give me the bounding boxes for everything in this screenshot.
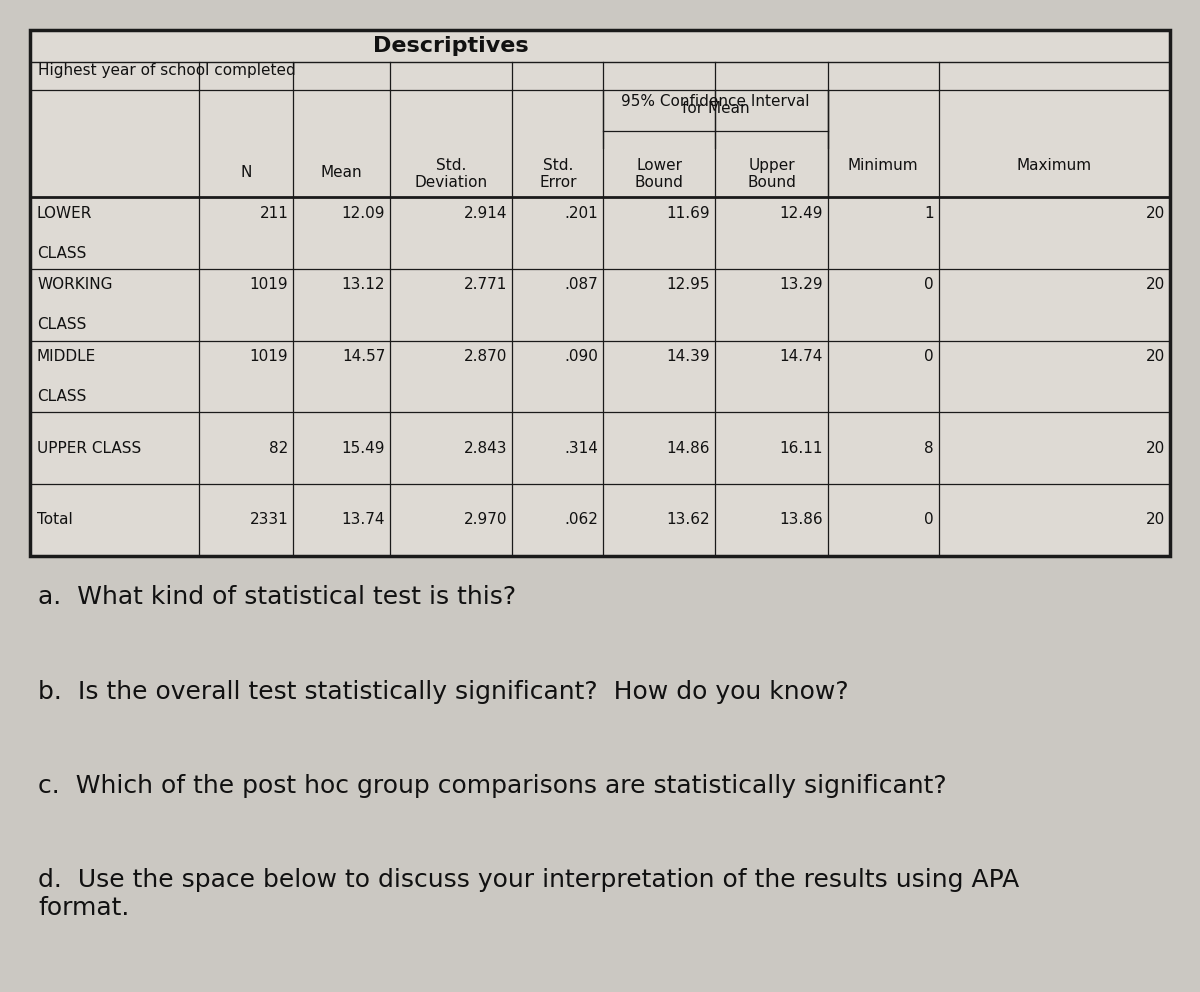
Text: Mean: Mean [320,165,362,180]
Text: for Mean: for Mean [682,101,750,116]
Text: CLASS: CLASS [37,246,86,261]
Text: d.  Use the space below to discuss your interpretation of the results using APA
: d. Use the space below to discuss your i… [38,868,1019,920]
Text: CLASS: CLASS [37,317,86,332]
Text: 13.29: 13.29 [779,278,823,293]
Text: a.  What kind of statistical test is this?: a. What kind of statistical test is this… [38,585,516,609]
Text: c.  Which of the post hoc group comparisons are statistically significant?: c. Which of the post hoc group compariso… [38,774,947,798]
Text: 0: 0 [924,278,934,293]
Text: Total: Total [37,512,73,527]
Text: 2.970: 2.970 [463,512,508,527]
Text: .087: .087 [565,278,599,293]
Text: 1019: 1019 [250,278,288,293]
Text: Descriptives: Descriptives [373,36,529,57]
Text: CLASS: CLASS [37,389,86,404]
Text: 14.86: 14.86 [667,440,710,455]
Text: 2.771: 2.771 [464,278,508,293]
Text: .062: .062 [564,512,599,527]
Text: .314: .314 [564,440,599,455]
Text: 1019: 1019 [250,349,288,364]
Text: 13.74: 13.74 [342,512,385,527]
Text: LOWER: LOWER [37,205,92,221]
Text: Bound: Bound [635,175,684,190]
Text: 11.69: 11.69 [666,205,710,221]
Text: N: N [240,165,252,180]
Text: 20: 20 [1146,349,1165,364]
Text: Error: Error [539,175,576,190]
Text: 20: 20 [1146,440,1165,455]
Text: 2.870: 2.870 [464,349,508,364]
Text: .201: .201 [565,205,599,221]
Text: .090: .090 [564,349,599,364]
Text: Upper: Upper [749,158,794,173]
Text: 82: 82 [269,440,288,455]
Text: Highest year of school completed: Highest year of school completed [38,63,295,78]
Text: 15.49: 15.49 [342,440,385,455]
Text: 12.95: 12.95 [667,278,710,293]
Text: Std.: Std. [542,158,574,173]
Text: 14.57: 14.57 [342,349,385,364]
Text: 14.39: 14.39 [666,349,710,364]
Text: b.  Is the overall test statistically significant?  How do you know?: b. Is the overall test statistically sig… [38,680,848,703]
Text: UPPER CLASS: UPPER CLASS [37,440,142,455]
Text: 20: 20 [1146,205,1165,221]
Text: 2331: 2331 [250,512,288,527]
Text: 0: 0 [924,512,934,527]
Text: Deviation: Deviation [415,175,487,190]
Text: Minimum: Minimum [848,158,919,173]
Text: 20: 20 [1146,512,1165,527]
Text: 13.86: 13.86 [779,512,823,527]
Text: 14.74: 14.74 [780,349,823,364]
Text: 2.843: 2.843 [463,440,508,455]
Text: 12.09: 12.09 [342,205,385,221]
Text: 12.49: 12.49 [780,205,823,221]
Text: Maximum: Maximum [1016,158,1092,173]
Text: 8: 8 [924,440,934,455]
Text: 95% Confidence Interval: 95% Confidence Interval [622,94,810,109]
Text: 2.914: 2.914 [463,205,508,221]
Text: 0: 0 [924,349,934,364]
Text: 1: 1 [924,205,934,221]
Text: 211: 211 [259,205,288,221]
Text: Lower: Lower [636,158,683,173]
Text: 20: 20 [1146,278,1165,293]
Text: Bound: Bound [748,175,796,190]
Bar [30,30,1170,556]
Text: MIDDLE: MIDDLE [37,349,96,364]
Text: WORKING: WORKING [37,278,113,293]
Text: 16.11: 16.11 [780,440,823,455]
Text: 13.62: 13.62 [666,512,710,527]
Text: 13.12: 13.12 [342,278,385,293]
Text: Std.: Std. [436,158,467,173]
